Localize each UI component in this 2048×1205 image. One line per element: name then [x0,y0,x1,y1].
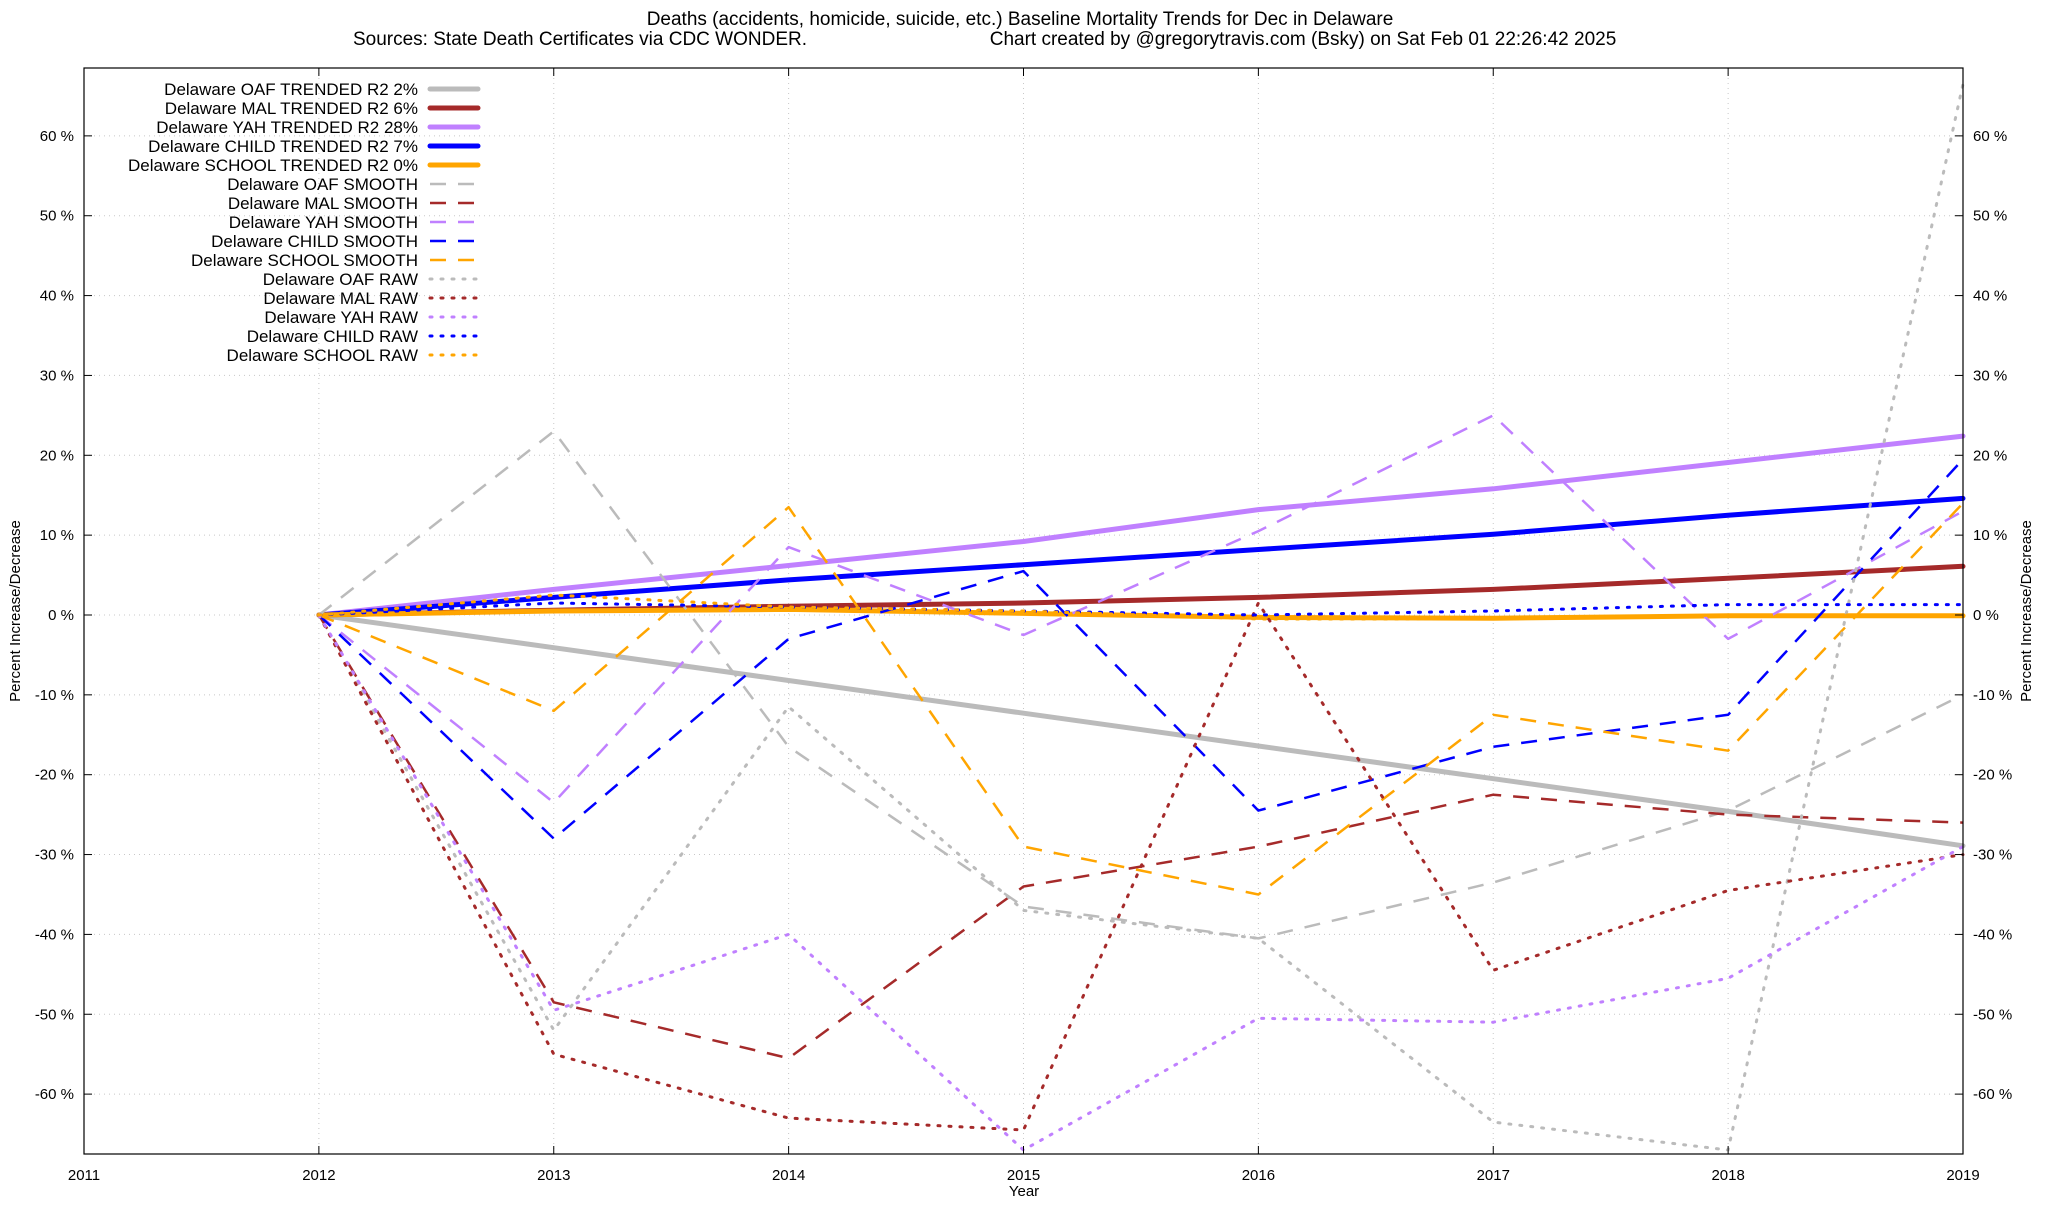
series-line-smooth [318,458,1964,840]
legend-label: Delaware MAL TRENDED R2 6% [165,99,418,118]
legend-label: Delaware MAL SMOOTH [228,194,418,213]
y-tick-label-left: 20 % [40,447,74,464]
legend-label: Delaware SCHOOL TRENDED R2 0% [128,156,418,175]
legend-label: Delaware MAL RAW [263,289,418,308]
y-tick-label-left: 40 % [40,288,74,305]
y-tick-label-left: -40 % [35,926,74,943]
x-tick-label: 2019 [1946,1167,1979,1184]
legend-label: Delaware OAF TRENDED R2 2% [164,80,418,99]
y-tick-label-right: 10 % [1973,527,2007,544]
y-tick-label-right: -10 % [1973,687,2012,704]
y-tick-label-left: 30 % [40,367,74,384]
series-lines [316,82,1966,1152]
chart-title: Deaths (accidents, homicide, suicide, et… [647,9,1394,30]
series-line-trended [316,433,1966,618]
legend-label: Delaware YAH SMOOTH [229,213,418,232]
y-tick-label-left: -60 % [35,1086,74,1103]
y-tick-label-right: -50 % [1973,1006,2012,1023]
y-tick-label-left: -30 % [35,847,74,864]
legend-label: Delaware SCHOOL RAW [227,346,418,365]
x-tick-label: 2013 [537,1167,570,1184]
x-tick-label: 2011 [68,1167,100,1184]
y-tick-label-left: -10 % [35,687,74,704]
y-tick-label-left: 0 % [48,607,74,624]
series-line-smooth [318,502,1964,896]
x-tick-label: 2018 [1711,1167,1744,1184]
legend-label: Delaware YAH RAW [264,308,418,327]
y-tick-label-left: -50 % [35,1006,74,1023]
x-tick-label: 2017 [1477,1167,1510,1184]
y-tick-label-right: 30 % [1973,367,2007,384]
series-line-trended [316,606,1966,621]
series-line-trended [316,612,1966,849]
y-tick-label-left: 50 % [40,208,74,225]
y-tick-label-left: 10 % [40,527,74,544]
y-tick-label-right: 40 % [1973,288,2007,305]
y-tick-label-right: -20 % [1973,767,2012,784]
legend-label: Delaware CHILD TRENDED R2 7% [148,137,418,156]
series-line-raw [317,613,1965,1152]
series-line-smooth [318,430,1964,940]
series-line-raw [317,601,1965,617]
legend-label: Delaware YAH TRENDED R2 28% [156,118,418,137]
series-line-smooth [318,414,1964,804]
axes: 2011 2012 2013 2014 2015 2016 2017 2018 2019 -60 … [35,68,2012,1184]
x-tick-label: 2015 [1007,1167,1040,1184]
legend: Delaware OAF TRENDED R2 2%Delaware MAL T… [128,80,481,365]
y-tick-label-left: 60 % [40,128,74,145]
x-tick-label: 2012 [302,1167,335,1184]
chart-subtitle-credit: Chart created by @gregorytravis.com (Bsk… [990,29,1617,50]
y-tick-label-right: 0 % [1973,607,1999,624]
y-tick-label-right: 60 % [1973,128,2007,145]
y-tick-label-left: -20 % [35,767,74,784]
series-line-raw [317,601,1965,1132]
legend-label: Delaware CHILD RAW [247,327,418,346]
y-tick-label-right: -60 % [1973,1086,2012,1103]
y-tick-label-right: -30 % [1973,847,2012,864]
series-line-raw [317,593,1965,621]
y-tick-label-right: 20 % [1973,447,2007,464]
legend-label: Delaware OAF SMOOTH [227,175,418,194]
series-line-trended [316,495,1966,618]
y-axis-title-left: Percent Increase/Decrease [7,520,24,702]
legend-label: Delaware OAF RAW [263,270,418,289]
x-tick-label: 2014 [772,1167,805,1184]
legend-label: Delaware SCHOOL SMOOTH [191,251,418,270]
y-tick-label-right: 50 % [1973,208,2007,225]
y-tick-label-right: -40 % [1973,926,2012,943]
x-tick-label: 2016 [1242,1167,1275,1184]
chart-subtitle-sources: Sources: State Death Certificates via CD… [353,29,807,50]
y-axis-title-right: Percent Increase/Decrease [2018,520,2035,702]
x-axis-title: Year [1009,1183,1039,1200]
legend-label: Delaware CHILD SMOOTH [211,232,418,251]
